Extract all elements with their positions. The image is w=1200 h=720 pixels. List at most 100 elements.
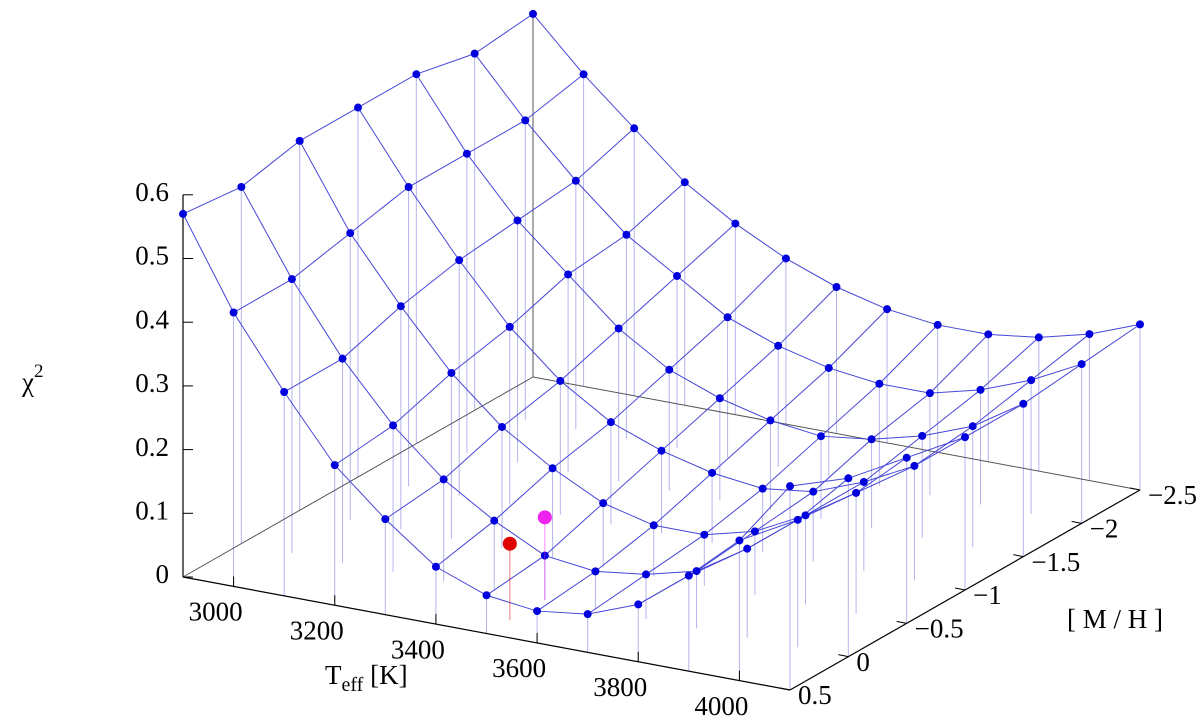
data-point <box>735 536 744 545</box>
y-tick <box>1071 520 1082 524</box>
data-point <box>354 103 362 112</box>
data-point <box>809 487 818 496</box>
x-label-main: T <box>325 660 342 690</box>
data-point <box>482 591 491 600</box>
y-tick-label: 0 <box>856 647 870 677</box>
data-point <box>431 562 440 571</box>
data-point <box>852 488 861 497</box>
x-label-sub: eff <box>342 674 364 696</box>
data-point <box>591 567 600 576</box>
surface-line <box>638 333 989 605</box>
data-point <box>634 600 643 609</box>
data-point <box>583 610 592 619</box>
y-tick-label: −0.5 <box>915 614 964 644</box>
data-point <box>513 216 522 225</box>
data-point <box>599 499 608 508</box>
y-tick <box>838 654 849 658</box>
y-tick-label: −1 <box>973 580 1002 610</box>
data-point <box>548 464 557 473</box>
data-point <box>579 70 588 79</box>
floor-edge <box>182 376 534 578</box>
data-point <box>883 305 892 314</box>
floor-edge <box>532 376 1141 491</box>
x-label-rest: [K] <box>363 660 407 690</box>
y-tick <box>1013 554 1024 558</box>
data-point <box>389 421 398 430</box>
z-tick-label: 0 <box>156 559 170 589</box>
data-point <box>1136 320 1144 329</box>
data-point <box>564 270 573 279</box>
x-axis-label: Teff [K] <box>325 660 408 695</box>
data-point <box>649 521 658 530</box>
data-point <box>529 9 537 18</box>
data-point <box>179 209 187 218</box>
data-point <box>731 219 740 228</box>
data-point <box>673 272 681 281</box>
z-label-sup: 2 <box>34 361 44 382</box>
data-point <box>910 461 919 470</box>
z-tick-label: 0.1 <box>135 496 169 526</box>
data-point <box>743 544 752 553</box>
data-point <box>968 422 977 431</box>
data-point <box>758 484 767 493</box>
data-point <box>933 320 942 329</box>
data-point <box>237 182 246 191</box>
y-tick <box>779 687 791 691</box>
data-point <box>918 431 927 440</box>
data-point <box>684 571 693 580</box>
x-axis <box>182 576 791 691</box>
data-point <box>455 256 464 265</box>
data-point <box>642 570 650 579</box>
data-point <box>657 446 666 455</box>
data-point <box>606 418 615 427</box>
y-axis-label: [ M / H ] <box>1067 604 1163 634</box>
data-point <box>498 422 506 431</box>
data-point <box>533 607 542 616</box>
y-tick-label: 0.5 <box>798 680 832 710</box>
data-point <box>462 149 471 158</box>
data-point <box>781 254 790 263</box>
data-point <box>521 116 530 125</box>
data-point <box>700 530 709 539</box>
z-tick-label: 0.6 <box>135 177 169 207</box>
data-point <box>470 49 479 58</box>
data-point <box>665 365 674 374</box>
z-axis-label: χ2 <box>21 361 43 397</box>
x-tick-label: 3000 <box>189 597 243 627</box>
data-point <box>505 322 514 331</box>
data-point <box>338 354 347 363</box>
data-point <box>859 477 868 486</box>
y-tick <box>954 587 966 591</box>
data-point <box>766 416 775 425</box>
data-point <box>229 308 238 317</box>
data-point <box>295 136 304 145</box>
data-point <box>708 468 717 477</box>
data-point <box>680 178 689 187</box>
data-point <box>556 376 565 385</box>
data-point <box>614 324 623 333</box>
data-point <box>793 515 802 524</box>
data-point <box>490 516 499 525</box>
data-point <box>287 275 296 284</box>
data-point <box>330 461 339 470</box>
data-point <box>801 511 810 520</box>
z-tick-label: 0.3 <box>135 368 169 398</box>
z-tick-label: 0.2 <box>135 432 169 462</box>
data-point <box>447 368 456 377</box>
surface-line <box>299 140 907 536</box>
x-tick-label: 3200 <box>290 615 344 645</box>
x-tick-label: 3400 <box>391 634 445 664</box>
data-point <box>902 453 911 462</box>
data-point <box>786 482 794 491</box>
data-point <box>381 515 390 524</box>
data-point <box>1027 376 1036 385</box>
data-point <box>1085 330 1094 339</box>
data-point <box>692 567 701 576</box>
data-point <box>824 363 833 372</box>
data-point <box>832 282 841 291</box>
data-point <box>439 475 448 484</box>
surface-line <box>415 73 1024 440</box>
data-point <box>1034 333 1043 342</box>
z-label-main: χ <box>21 367 34 397</box>
data-point <box>412 70 421 79</box>
